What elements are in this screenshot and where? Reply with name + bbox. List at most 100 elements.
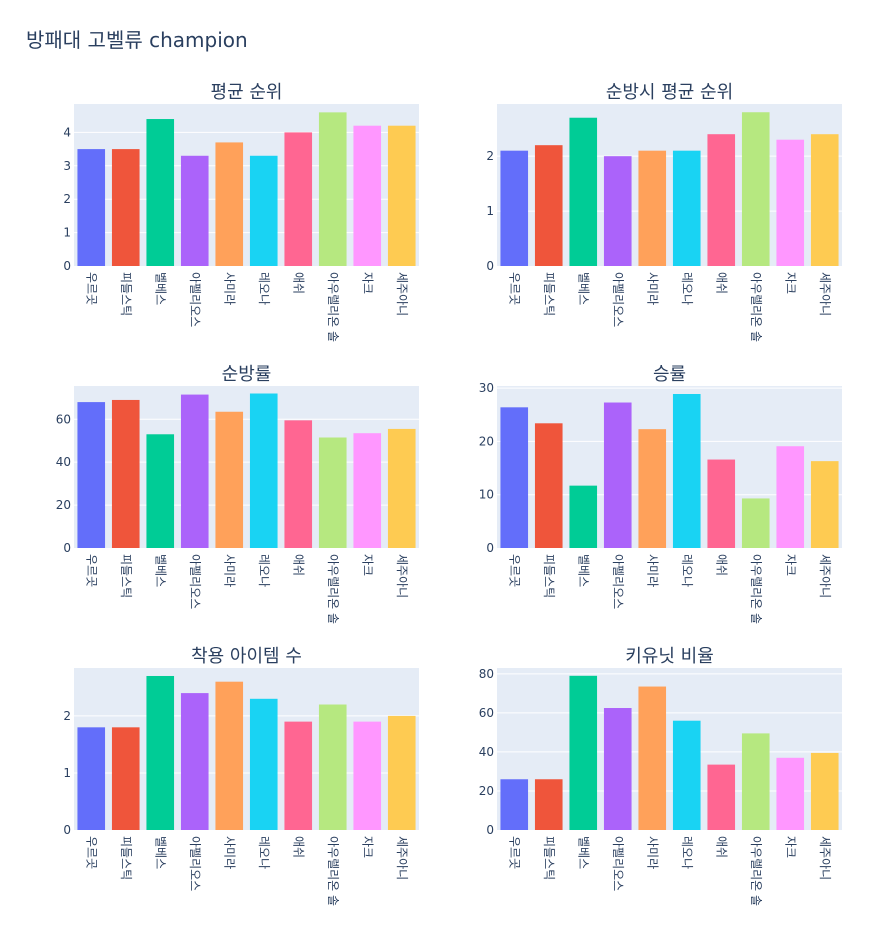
x-tick-label: 애쉬	[291, 836, 305, 858]
subplot-title: 순방률	[222, 364, 272, 385]
bar-1	[500, 407, 529, 548]
subplot-4: 0 10 20 30 우르곳 피들스틱 벨베스 아펠리오스 사미라 레오나 애쉬 아우렐리온 솔 자크 세…	[479, 364, 842, 624]
x-tick-label: 레오나	[257, 272, 271, 305]
y-tick-label: 4	[63, 125, 71, 139]
bar-2	[534, 779, 563, 830]
bar-8	[318, 704, 347, 830]
y-tick-label: 30	[479, 381, 494, 395]
bar-3	[569, 117, 598, 266]
x-tick-label: 아펠리오스	[188, 836, 202, 891]
bar-2	[111, 399, 140, 548]
y-tick-label: 1	[63, 226, 71, 240]
subplot-5: 0 1 2 우르곳 피들스틱 벨베스 아펠리오스 사미라 레오나 애쉬 아우렐리온 솔 자크 세주아니 착…	[63, 646, 419, 906]
bar-7	[707, 134, 736, 266]
bar-8	[741, 733, 770, 830]
y-tick-label: 20	[479, 434, 494, 448]
x-tick-label: 벨베스	[576, 554, 590, 587]
x-tick-label: 애쉬	[714, 836, 728, 858]
subplot-title: 키유닛 비율	[625, 646, 714, 667]
bar-4	[180, 693, 209, 830]
subplot-3: 0 20 40 60 우르곳 피들스틱 벨베스 아펠리오스 사미라 레오나 애쉬 아우렐리온 솔 자크 세…	[56, 364, 419, 624]
bar-9	[776, 757, 805, 830]
x-tick-label: 레오나	[257, 836, 271, 869]
x-tick-label: 벨베스	[576, 836, 590, 869]
bar-7	[284, 420, 313, 548]
bar-8	[318, 437, 347, 548]
subplot-title: 평균 순위	[211, 82, 283, 103]
bar-6	[249, 393, 278, 548]
x-tick-label: 우르곳	[507, 272, 521, 305]
x-tick-label: 애쉬	[714, 272, 728, 294]
bar-9	[353, 433, 382, 548]
subplot-title: 순방시 평균 순위	[606, 82, 733, 103]
x-tick-label: 세주아니	[818, 554, 832, 598]
bar-6	[672, 720, 701, 830]
bar-9	[353, 721, 382, 830]
x-tick-label: 피들스틱	[119, 272, 133, 316]
subplot-1: 0 1 2 3 4 우르곳 피들스틱 벨베스 아펠리오스 사미라 레오나 애쉬 아우렐리온 솔 자크 세주아…	[63, 82, 419, 342]
y-tick-label: 40	[479, 745, 494, 759]
y-tick-label: 20	[56, 498, 71, 512]
x-tick-label: 레오나	[257, 554, 271, 587]
y-tick-label: 0	[63, 259, 71, 273]
bar-5	[215, 142, 244, 266]
bar-1	[500, 150, 529, 266]
x-tick-label: 아펠리오스	[611, 554, 625, 609]
bar-3	[146, 675, 175, 830]
subplot-title: 승률	[653, 364, 686, 385]
x-tick-label: 자크	[783, 554, 797, 576]
x-tick-label: 벨베스	[576, 272, 590, 305]
x-tick-label: 사미라	[645, 554, 659, 587]
bar-7	[707, 764, 736, 830]
x-tick-label: 피들스틱	[542, 554, 556, 598]
x-tick-label: 자크	[783, 272, 797, 294]
bar-5	[638, 429, 667, 548]
y-tick-label: 0	[63, 823, 71, 837]
bar-7	[284, 721, 313, 830]
bar-5	[638, 686, 667, 830]
bar-10	[387, 428, 416, 548]
bar-2	[534, 145, 563, 266]
x-tick-label: 레오나	[680, 836, 694, 869]
bar-7	[284, 132, 313, 266]
x-tick-label: 자크	[360, 554, 374, 576]
y-tick-label: 1	[486, 204, 494, 218]
x-tick-label: 우르곳	[84, 272, 98, 305]
x-tick-label: 피들스틱	[119, 836, 133, 880]
bar-3	[146, 119, 175, 266]
y-tick-label: 60	[479, 706, 494, 720]
x-tick-label: 레오나	[680, 272, 694, 305]
bar-4	[180, 394, 209, 548]
y-tick-label: 10	[479, 488, 494, 502]
y-tick-label: 2	[63, 192, 71, 206]
y-tick-label: 3	[63, 159, 71, 173]
x-tick-label: 자크	[360, 272, 374, 294]
bar-8	[741, 112, 770, 266]
bar-5	[638, 150, 667, 266]
y-tick-label: 2	[63, 709, 71, 723]
bar-5	[215, 411, 244, 548]
x-tick-label: 세주아니	[818, 836, 832, 880]
x-tick-label: 사미라	[645, 272, 659, 305]
y-tick-label: 0	[63, 541, 71, 555]
bar-3	[569, 675, 598, 830]
y-tick-label: 80	[479, 667, 494, 681]
x-tick-label: 아우렐리온 솔	[749, 836, 763, 906]
y-tick-label: 60	[56, 412, 71, 426]
x-tick-label: 사미라	[645, 836, 659, 869]
x-tick-label: 아펠리오스	[188, 554, 202, 609]
x-tick-label: 자크	[783, 836, 797, 858]
bar-7	[707, 459, 736, 548]
x-tick-label: 세주아니	[395, 836, 409, 880]
bar-10	[810, 134, 839, 266]
x-tick-label: 사미라	[222, 836, 236, 869]
bar-4	[603, 708, 632, 830]
x-tick-label: 아우렐리온 솔	[749, 554, 763, 624]
bar-8	[318, 112, 347, 266]
bar-9	[776, 139, 805, 266]
x-tick-label: 레오나	[680, 554, 694, 587]
bar-6	[249, 155, 278, 266]
y-tick-label: 20	[479, 784, 494, 798]
